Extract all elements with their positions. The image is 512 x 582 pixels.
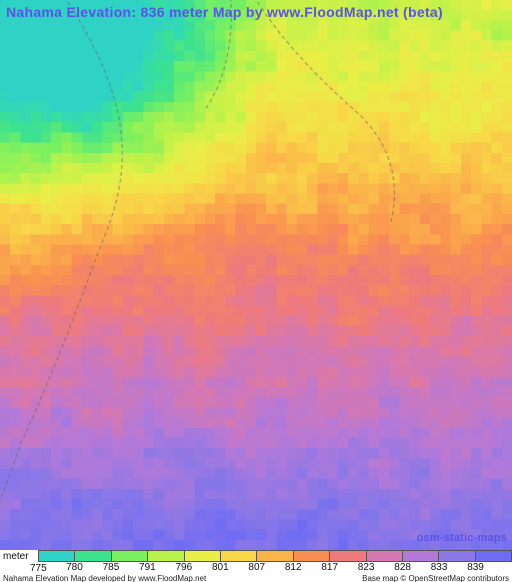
- legend-tick: 801: [212, 562, 229, 573]
- elevation-raster: [0, 0, 512, 550]
- legend-swatch: [257, 550, 293, 562]
- legend-tick: 833: [431, 562, 448, 573]
- legend-tick: 828: [394, 562, 411, 573]
- legend-swatch: [38, 550, 75, 562]
- legend-swatch: [294, 550, 330, 562]
- credit-right: Base map © OpenStreetMap contributors: [362, 574, 509, 582]
- legend-swatch: [367, 550, 403, 562]
- legend-tick: 785: [103, 562, 120, 573]
- legend-tick: 791: [139, 562, 156, 573]
- legend-swatch: [112, 550, 148, 562]
- legend-tick: 796: [176, 562, 193, 573]
- legend-tick: 780: [66, 562, 83, 573]
- page-title: Nahama Elevation: 836 meter Map by www.F…: [6, 4, 443, 20]
- elevation-map[interactable]: [0, 0, 512, 550]
- legend-tick: 823: [358, 562, 375, 573]
- legend-tick: 817: [321, 562, 338, 573]
- legend-swatch: [330, 550, 366, 562]
- credit-left: Nahama Elevation Map developed by www.Fl…: [3, 574, 206, 582]
- legend-swatch: [185, 550, 221, 562]
- legend-swatch: [75, 550, 111, 562]
- legend-tick-row: 780 785 791 796 801 807 812 817 823 828 833 839: [38, 562, 512, 574]
- legend-tick: 807: [248, 562, 265, 573]
- legend-swatch: [148, 550, 184, 562]
- legend-color-strip: [38, 550, 512, 562]
- map-container: Nahama Elevation: 836 meter Map by www.F…: [0, 0, 512, 582]
- legend-swatch: [439, 550, 475, 562]
- legend-tick: 839: [467, 562, 484, 573]
- legend-tick: 812: [285, 562, 302, 573]
- legend-unit-label: meter: [3, 551, 29, 562]
- legend-swatch: [403, 550, 439, 562]
- watermark: osm-static-maps: [417, 532, 507, 544]
- legend-swatch: [221, 550, 257, 562]
- legend-swatch: [476, 550, 512, 562]
